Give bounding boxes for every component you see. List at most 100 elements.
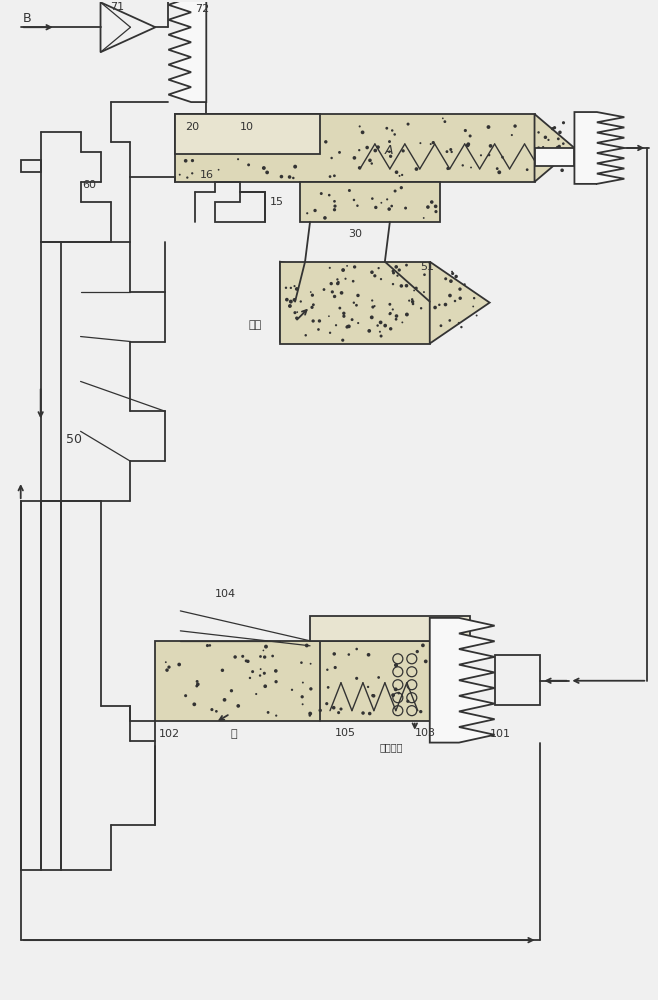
Point <box>386 321 396 337</box>
Point <box>280 133 290 149</box>
Point <box>302 205 313 221</box>
Point <box>253 140 263 156</box>
Point <box>189 696 199 712</box>
Point <box>540 129 551 145</box>
Point <box>330 198 340 214</box>
Point <box>391 259 401 275</box>
Point <box>365 706 375 722</box>
Point <box>327 284 338 300</box>
Point <box>384 296 395 312</box>
Point <box>373 669 384 685</box>
Point <box>376 195 387 211</box>
Bar <box>310 616 470 641</box>
Point <box>324 308 334 324</box>
Text: 103: 103 <box>415 728 436 738</box>
Point <box>255 661 266 677</box>
Point <box>355 118 365 134</box>
Point <box>390 657 401 673</box>
Point <box>161 654 171 670</box>
Point <box>223 139 234 155</box>
Point <box>418 637 428 653</box>
Point <box>445 273 456 289</box>
Point <box>380 318 390 334</box>
Point <box>385 305 395 321</box>
Point <box>270 663 281 679</box>
Bar <box>495 655 540 705</box>
Point <box>343 318 353 334</box>
Point <box>409 282 419 298</box>
Point <box>471 307 482 323</box>
Text: 102: 102 <box>159 729 180 739</box>
Point <box>315 702 326 718</box>
Point <box>305 129 315 145</box>
Point <box>354 160 365 176</box>
Point <box>492 161 503 177</box>
Point <box>483 119 494 135</box>
Point <box>558 115 569 131</box>
Point <box>233 698 243 714</box>
Point <box>241 653 251 669</box>
Point <box>351 297 362 313</box>
Point <box>354 142 365 158</box>
Point <box>367 293 378 309</box>
Point <box>453 315 464 331</box>
Point <box>363 647 374 663</box>
Text: 20: 20 <box>186 122 199 132</box>
Point <box>288 170 299 186</box>
Point <box>329 288 340 304</box>
Point <box>445 288 455 304</box>
Point <box>368 688 379 704</box>
Point <box>394 262 405 278</box>
Point <box>367 309 377 325</box>
Point <box>180 153 191 169</box>
Point <box>281 280 291 296</box>
Point <box>533 124 544 140</box>
Point <box>329 168 340 184</box>
Point <box>301 327 311 343</box>
Point <box>259 649 270 665</box>
Point <box>373 139 384 155</box>
Point <box>384 134 395 150</box>
Point <box>289 292 299 308</box>
Point <box>443 160 453 176</box>
Point <box>290 305 300 321</box>
Point <box>344 182 355 198</box>
Point <box>308 297 318 313</box>
Point <box>297 696 308 712</box>
Point <box>314 313 324 329</box>
Point <box>325 325 336 341</box>
Point <box>308 313 318 329</box>
Point <box>388 276 398 292</box>
Polygon shape <box>430 262 490 344</box>
Text: 50: 50 <box>66 433 82 446</box>
Point <box>391 657 401 673</box>
Point <box>382 120 392 136</box>
Text: 51: 51 <box>420 262 434 272</box>
Point <box>211 703 222 719</box>
Point <box>325 169 336 185</box>
Point <box>307 287 318 303</box>
Point <box>267 648 278 664</box>
Point <box>332 275 343 291</box>
Point <box>295 125 306 141</box>
Point <box>553 131 563 147</box>
Point <box>522 162 532 178</box>
Point <box>353 315 363 331</box>
Point <box>226 683 237 699</box>
Point <box>440 271 451 287</box>
Polygon shape <box>430 618 495 743</box>
Point <box>456 319 467 335</box>
Point <box>297 114 308 130</box>
Point <box>255 668 265 684</box>
Point <box>318 282 329 298</box>
Point <box>384 144 395 160</box>
Text: 15: 15 <box>270 197 284 207</box>
Point <box>556 156 567 172</box>
Point <box>349 259 360 275</box>
Point <box>305 681 316 697</box>
Point <box>188 136 199 152</box>
Point <box>388 263 398 279</box>
Point <box>392 268 403 284</box>
Point <box>484 147 494 163</box>
Text: 煤: 煤 <box>230 729 237 739</box>
